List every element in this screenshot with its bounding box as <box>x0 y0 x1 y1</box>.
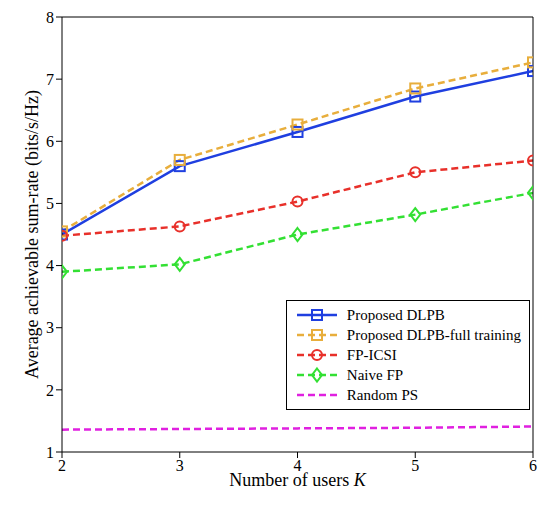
svg-text:4: 4 <box>46 257 54 274</box>
svg-text:Average achievable sum-rate (b: Average achievable sum-rate (bits/s/Hz) <box>22 90 43 379</box>
svg-text:7: 7 <box>46 71 54 88</box>
svg-text:5: 5 <box>46 195 54 212</box>
svg-text:6: 6 <box>529 457 537 474</box>
svg-text:2: 2 <box>46 382 54 399</box>
svg-text:8: 8 <box>46 9 54 26</box>
svg-text:6: 6 <box>46 133 54 150</box>
svg-text:3: 3 <box>176 457 184 474</box>
html-text:Proposed DLPB-full training: Proposed DLPB-full training <box>346 327 521 343</box>
html-text:Naive FP: Naive FP <box>346 367 404 383</box>
svg-text:Number of users K: Number of users K <box>229 470 366 490</box>
html-text:Proposed DLPB: Proposed DLPB <box>346 307 445 323</box>
html-text:Random PS: Random PS <box>346 387 419 403</box>
html-text:FP-ICSI: FP-ICSI <box>346 347 397 363</box>
svg-text:1: 1 <box>46 444 54 461</box>
svg-text:5: 5 <box>411 457 419 474</box>
svg-text:3: 3 <box>46 319 54 336</box>
svg-text:2: 2 <box>58 457 66 474</box>
svg-text:4: 4 <box>294 457 302 474</box>
